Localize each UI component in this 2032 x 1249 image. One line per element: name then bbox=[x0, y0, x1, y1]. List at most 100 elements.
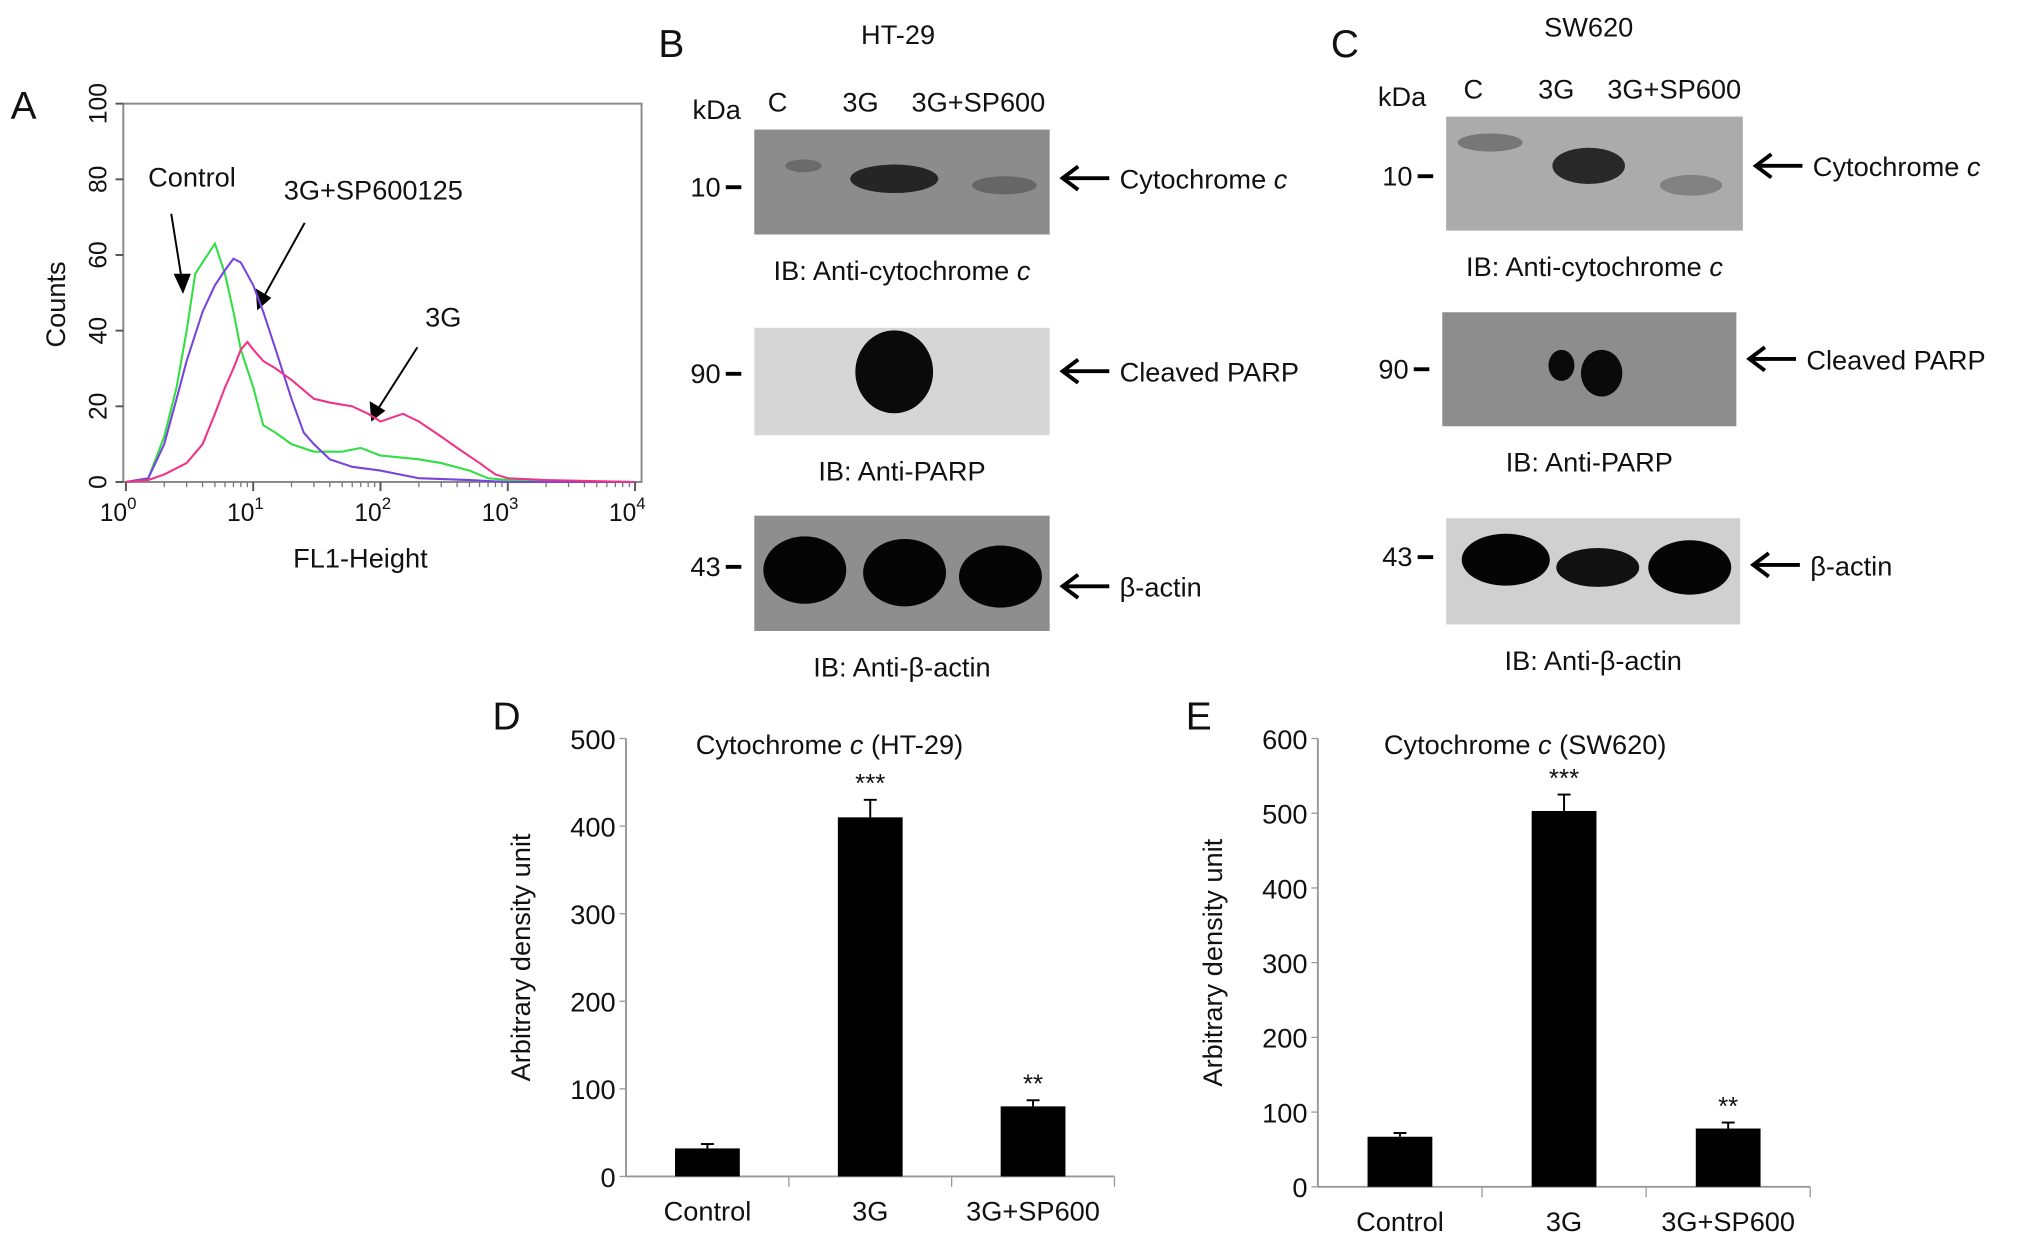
y-tick-label: 80 bbox=[85, 166, 112, 193]
title-main: Cytochrome bbox=[696, 729, 850, 760]
panel-label-e: E bbox=[1186, 695, 1212, 738]
protein-band bbox=[1457, 133, 1523, 152]
target-name: β-actin bbox=[1120, 572, 1202, 603]
immunoblot-label: IB: Anti-β-actin bbox=[1505, 645, 1682, 676]
bar-control bbox=[675, 1148, 740, 1177]
panel-label-b: B bbox=[658, 23, 684, 66]
molecular-weight-marker: 10 bbox=[690, 171, 720, 202]
protein-band bbox=[1552, 147, 1625, 184]
y-tick-label: 0 bbox=[1292, 1172, 1307, 1203]
target-protein-label: Cytochrome c bbox=[1813, 151, 1981, 182]
ib-name: IB: Anti-β-actin bbox=[1505, 645, 1682, 676]
y-tick-label: 400 bbox=[1262, 873, 1307, 904]
arrow-left-icon bbox=[1059, 357, 1080, 385]
y-tick-label: 40 bbox=[85, 317, 112, 344]
y-tick-label: 100 bbox=[1262, 1097, 1307, 1128]
title-suffix: (HT-29) bbox=[863, 729, 963, 760]
lane-label: C bbox=[1464, 73, 1484, 104]
significance-marker: *** bbox=[855, 770, 885, 798]
target-protein-label: Cleaved PARP bbox=[1120, 357, 1299, 388]
x-tick-label: 103 bbox=[482, 494, 519, 527]
molecular-weight-marker: 90 bbox=[690, 358, 720, 389]
panel-label-c: C bbox=[1331, 23, 1359, 66]
ib-name: IB: Anti-cytochrome bbox=[1466, 251, 1709, 282]
arrowhead bbox=[173, 273, 191, 295]
arrowhead bbox=[369, 401, 386, 422]
protein-band bbox=[763, 536, 847, 604]
x-tick-label: 3G bbox=[852, 1195, 888, 1226]
x-tick-label: Control bbox=[1356, 1206, 1444, 1237]
y-axis-label: Arbitrary density unit bbox=[1197, 838, 1228, 1086]
annotation-arrows bbox=[170, 213, 419, 422]
protein-band bbox=[785, 159, 822, 173]
target-name: Cytochrome bbox=[1120, 164, 1274, 195]
y-tick-label: 20 bbox=[85, 393, 112, 420]
x-tick-label: Control bbox=[664, 1195, 752, 1226]
x-tick-label: 104 bbox=[609, 494, 646, 527]
arrow-3g-sp600125 bbox=[263, 222, 306, 296]
lane-label: 3G bbox=[1538, 73, 1574, 104]
immunoblot-label: IB: Anti-cytochrome c bbox=[774, 255, 1031, 286]
x-tick-exponent: 4 bbox=[636, 494, 645, 513]
title-italic: c bbox=[850, 729, 864, 760]
x-tick-exponent: 1 bbox=[254, 494, 263, 513]
y-tick-label: 600 bbox=[1262, 724, 1307, 755]
arrow-left-icon bbox=[1749, 551, 1770, 579]
x-tick-label: 3G+SP600 bbox=[966, 1195, 1100, 1226]
arrow-3g bbox=[377, 346, 419, 409]
x-tick-label: 100 bbox=[100, 494, 137, 527]
legend-3g-sp600125: 3G+SP600125 bbox=[284, 175, 463, 206]
protein-band bbox=[855, 330, 934, 414]
target-protein-label: β-actin bbox=[1810, 550, 1892, 581]
cell-line-label: HT-29 bbox=[861, 19, 935, 50]
target-protein-label: Cytochrome c bbox=[1120, 164, 1288, 195]
x-tick-label: 102 bbox=[354, 494, 391, 527]
plot-frame bbox=[122, 102, 643, 483]
y-tick-label: 300 bbox=[1262, 948, 1307, 979]
target-name: β-actin bbox=[1810, 550, 1892, 581]
protein-band bbox=[1548, 349, 1575, 381]
y-axis-label: Counts bbox=[40, 261, 71, 347]
lane-label: 3G bbox=[842, 86, 878, 117]
x-tick-label: 3G bbox=[1546, 1206, 1582, 1237]
bar-3g bbox=[837, 817, 903, 1177]
cell-line-label: SW620 bbox=[1544, 11, 1633, 42]
y-tick-label: 200 bbox=[1262, 1023, 1307, 1054]
protein-band bbox=[1461, 533, 1550, 586]
chart-title: Cytochrome c (HT-29) bbox=[696, 729, 963, 760]
ib-italic: c bbox=[1709, 251, 1723, 282]
immunoblot-label: IB: Anti-cytochrome c bbox=[1466, 251, 1723, 282]
protein-band bbox=[850, 164, 939, 194]
histogram-line-control bbox=[125, 241, 636, 484]
target-italic: c bbox=[1967, 151, 1981, 182]
protein-band bbox=[1659, 174, 1723, 196]
molecular-weight-marker: 90 bbox=[1378, 353, 1408, 384]
protein-band bbox=[958, 545, 1042, 608]
arrow-left-icon bbox=[1059, 164, 1080, 192]
significance-marker: *** bbox=[1549, 765, 1579, 793]
x-axis-label: FL1-Height bbox=[293, 542, 428, 573]
ib-name: IB: Anti-PARP bbox=[818, 456, 985, 487]
y-tick-label: 200 bbox=[570, 987, 615, 1018]
immunoblot-label: IB: Anti-PARP bbox=[818, 456, 985, 487]
immunoblot-label: IB: Anti-β-actin bbox=[813, 651, 990, 682]
histogram-chart: Counts FL1-Height Control 3G+SP600125 3G… bbox=[40, 83, 646, 573]
molecular-weight-marker: 43 bbox=[1382, 541, 1412, 572]
target-name: Cytochrome bbox=[1813, 151, 1967, 182]
molecular-weight-marker: 10 bbox=[1382, 160, 1412, 191]
significance-marker: ** bbox=[1023, 1070, 1043, 1098]
y-tick-label: 100 bbox=[85, 83, 112, 124]
ib-name: IB: Anti-cytochrome bbox=[774, 255, 1017, 286]
protein-band bbox=[971, 176, 1037, 195]
bar-control bbox=[1367, 1136, 1433, 1187]
bar-3g bbox=[1531, 810, 1597, 1187]
legend-3g: 3G bbox=[425, 302, 461, 333]
arrow-left-icon bbox=[1752, 152, 1773, 180]
arrow-left-icon bbox=[1746, 345, 1767, 373]
target-name: Cleaved PARP bbox=[1806, 344, 1985, 375]
x-tick-exponent: 0 bbox=[127, 494, 136, 513]
significance-marker: ** bbox=[1718, 1093, 1738, 1121]
